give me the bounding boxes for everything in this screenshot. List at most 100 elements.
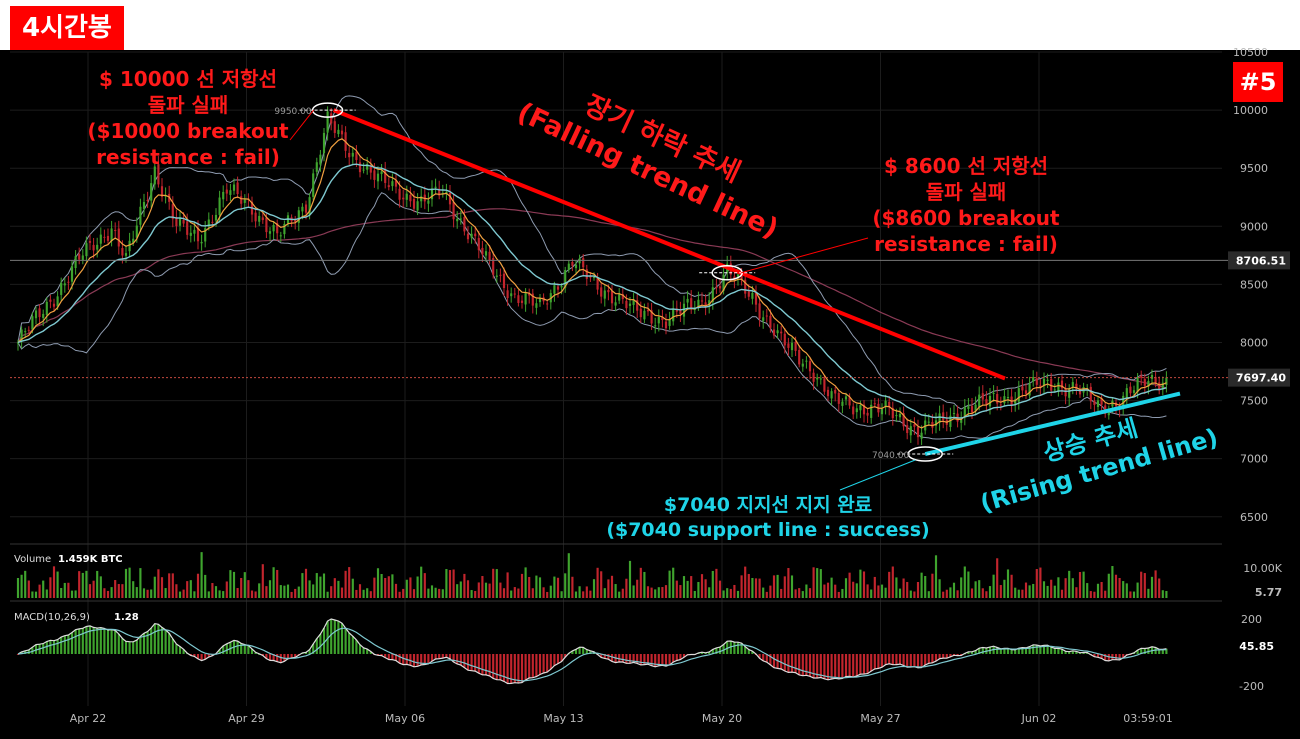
macd-histogram-bar (744, 646, 747, 654)
macd-histogram-bar (790, 654, 794, 673)
macd-histogram-bar (466, 654, 470, 671)
volume-bar (168, 573, 171, 598)
volume-bar (1035, 569, 1038, 598)
macd-histogram-bar (117, 634, 120, 654)
macd-histogram-bar (1028, 646, 1031, 654)
volume-bar (578, 586, 581, 598)
candle-body (391, 181, 394, 187)
macd-histogram-bar (765, 654, 768, 663)
volume-bar (736, 590, 740, 598)
macd-histogram-bar (366, 649, 369, 654)
candle-body (60, 283, 63, 295)
candle-body (45, 301, 48, 315)
candle-body (736, 274, 740, 278)
macd-histogram-bar (189, 654, 192, 656)
macd-histogram-bar (81, 628, 84, 654)
macd-histogram-bar (870, 654, 873, 672)
volume-bar (229, 570, 232, 598)
candle-body (650, 310, 653, 324)
volume-bar (1104, 590, 1107, 598)
candle-body (96, 244, 99, 250)
volume-bar (506, 572, 509, 598)
volume-bar (182, 589, 185, 598)
candle-body (20, 329, 23, 341)
volume-bar (196, 573, 200, 598)
candle-body (967, 406, 970, 409)
macd-histogram-bar (801, 654, 804, 676)
macd-histogram-bar (128, 641, 131, 654)
volume-bar (265, 586, 268, 598)
volume-bar (142, 588, 146, 598)
macd-histogram-bar (31, 647, 34, 654)
volume-value: 1.459K BTC (58, 554, 123, 565)
candle-body (906, 425, 909, 434)
macd-histogram-bar (121, 638, 124, 654)
candle-body (819, 378, 822, 380)
volume-bar (49, 577, 52, 598)
macd-histogram-bar (661, 654, 664, 666)
macd-histogram-bar (243, 644, 246, 654)
macd-histogram-bar (495, 654, 498, 680)
candle-body (830, 391, 833, 399)
volume-bar (1050, 579, 1053, 598)
candle-body (1125, 388, 1128, 399)
macd-histogram-bar (834, 654, 837, 679)
macd-histogram-bar (758, 654, 761, 659)
macd-histogram-bar (135, 640, 138, 654)
macd-histogram-bar (956, 654, 959, 656)
candle-body (376, 173, 380, 182)
volume-bar (600, 571, 603, 598)
macd-histogram-bar (1161, 649, 1164, 654)
volume-bar (319, 576, 322, 598)
volume-bar (204, 574, 207, 598)
macd-histogram-bar (708, 652, 711, 654)
macd-histogram-bar (783, 654, 786, 672)
macd-signal-line (17, 627, 1167, 682)
candle-body (834, 389, 837, 394)
macd-histogram-bar (657, 654, 660, 666)
volume-bar (1132, 591, 1136, 598)
macd-histogram-bar (711, 649, 714, 654)
volume-bar (510, 590, 513, 598)
macd-histogram-bar (664, 654, 668, 667)
macd-histogram-bar (351, 636, 354, 654)
volume-bar (837, 591, 840, 598)
volume-bar (412, 589, 416, 598)
ema-fast-line (17, 138, 1167, 429)
volume-bar (636, 579, 639, 598)
volume-bar (538, 577, 542, 598)
candle-body (938, 413, 941, 423)
candle-body (463, 217, 466, 232)
volume-bar (625, 578, 628, 598)
candle-body (913, 424, 916, 427)
price-label: 7697.40 (1236, 372, 1286, 385)
volume-bar (240, 577, 243, 598)
volume-bar (870, 589, 873, 598)
annotation-line: resistance : fail) (96, 145, 280, 169)
volume-bar (718, 580, 722, 598)
macd-histogram-bar (1068, 651, 1071, 654)
candle-body (816, 377, 819, 380)
candle-body (978, 394, 981, 407)
macd-histogram-bar (218, 649, 221, 654)
macd-histogram-bar (794, 654, 797, 673)
volume-bar (722, 590, 725, 598)
candle-body (294, 219, 297, 223)
candle-body (1122, 395, 1125, 408)
volume-bar (1158, 578, 1161, 598)
macd-histogram-bar (164, 629, 167, 654)
volume-bar (920, 572, 923, 598)
candle-body (668, 319, 671, 326)
x-tick-label: May 27 (860, 712, 900, 725)
candle-body (636, 300, 639, 311)
volume-bar (470, 590, 473, 598)
candle-body (330, 113, 333, 124)
candle-body (556, 286, 560, 290)
candle-body (366, 164, 369, 170)
volume-bar (758, 578, 761, 598)
volume-bar (337, 580, 340, 598)
macd-histogram-bar (236, 641, 239, 654)
volume-bar (1136, 582, 1139, 598)
volume-bar (139, 568, 142, 598)
volume-bar (186, 581, 189, 598)
